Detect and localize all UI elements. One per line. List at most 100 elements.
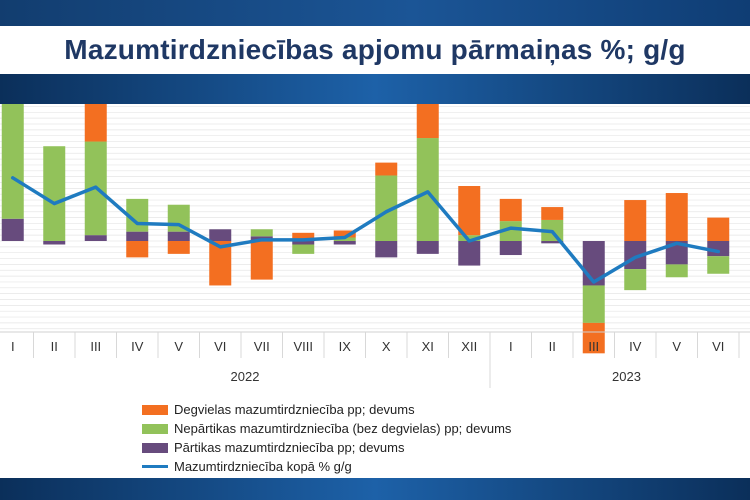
category-tick-label: V (672, 339, 681, 354)
bar-segment (624, 200, 647, 241)
bar-segment (167, 231, 190, 241)
legend-label: Mazumtirdzniecība kopā % g/g (174, 459, 352, 474)
total-line-point (177, 223, 181, 227)
category-tick-label: II (51, 339, 58, 354)
bar-segment (333, 241, 356, 245)
category-tick-label: VIII (293, 339, 313, 354)
legend-swatch (142, 465, 168, 468)
bar-segment (1, 91, 24, 219)
total-line-point (592, 280, 596, 284)
bar-segment (416, 241, 439, 254)
bar-segment (375, 175, 398, 241)
total-line-point (94, 185, 98, 189)
bar-segment (375, 241, 398, 258)
bar-segment (458, 235, 481, 241)
legend-label: Degvielas mazumtirdzniecība pp; devums (174, 402, 415, 417)
bar-segment (541, 241, 564, 244)
bar-segment (84, 235, 107, 241)
chart-panel: I II III IV V VI VII VIII IX X XI XII I II III IV V VI 202… (0, 83, 750, 478)
category-tick-label: IV (629, 339, 642, 354)
bar-segment (375, 162, 398, 176)
category-tick-label: V (174, 339, 183, 354)
category-tick-label: XII (461, 339, 477, 354)
category-tick-label: I (11, 339, 15, 354)
legend-label: Nepārtikas mazumtirdzniecība (bez degvie… (174, 421, 512, 436)
bar-segment (292, 232, 315, 241)
bar-segment (333, 237, 356, 241)
bar-segment (1, 218, 24, 241)
total-line-point (716, 250, 720, 254)
legend-swatch (142, 442, 168, 453)
bar-segment (665, 193, 688, 241)
bar-segment (624, 269, 647, 291)
legend-swatch (142, 404, 168, 415)
bar-segment (84, 84, 107, 142)
bar-segment (126, 231, 149, 241)
bar-segment (582, 322, 605, 354)
category-tick-label: II (549, 339, 556, 354)
total-line-point (343, 235, 347, 239)
bar-segment (707, 217, 730, 241)
bar-segment (541, 207, 564, 220)
bar-segment (582, 285, 605, 323)
total-line-point (384, 210, 388, 214)
legend-item: Nepārtikas mazumtirdzniecība (bez degvie… (142, 419, 511, 438)
legend-item: Mazumtirdzniecība kopā % g/g (142, 457, 511, 476)
bar-segment (333, 230, 356, 238)
legend-swatch (142, 423, 168, 434)
bar-segment (416, 98, 439, 139)
total-line-point (135, 221, 139, 225)
page-title: Mazumtirdzniecības apjomu pārmaiņas %; g… (64, 34, 686, 65)
total-line (11, 176, 720, 284)
category-tick-label: IX (339, 339, 352, 354)
category-tick-label: X (382, 339, 391, 354)
legend-label: Pārtikas mazumtirdzniecība pp; devums (174, 440, 405, 455)
bar-segment (167, 241, 190, 254)
bar-segment (250, 229, 273, 237)
bar-segment (458, 186, 481, 236)
year-group-label: 2023 (612, 369, 641, 384)
bar-segment (126, 241, 149, 258)
bar-segment (209, 241, 232, 286)
category-tick-label: VI (712, 339, 724, 354)
total-line-point (509, 226, 513, 230)
total-line-point (633, 255, 637, 259)
category-tick-label: III (90, 339, 101, 354)
bar-segment (665, 264, 688, 278)
bar-segment (499, 241, 522, 256)
category-tick-label: III (588, 339, 599, 354)
bar-segment (458, 241, 481, 266)
top-banner (0, 0, 750, 26)
total-line-point (301, 238, 305, 242)
category-tick-label: IV (131, 339, 144, 354)
category-tick-label: VI (214, 339, 226, 354)
bar-segment (707, 256, 730, 274)
bar-segment (292, 241, 315, 245)
chart-legend: Degvielas mazumtirdzniecība pp; devums Ne… (142, 400, 511, 476)
category-tick-label: VII (254, 339, 270, 354)
bar-segment (499, 221, 522, 241)
year-group-label: 2022 (231, 369, 260, 384)
legend-item: Pārtikas mazumtirdzniecība pp; devums (142, 438, 511, 457)
bar-segment (707, 241, 730, 257)
bar-segment (499, 198, 522, 222)
bar-segment (292, 244, 315, 254)
total-line-point (467, 239, 471, 243)
total-line-point (11, 176, 15, 180)
bar-segment (43, 241, 66, 245)
bottom-banner (0, 478, 750, 500)
legend-item: Degvielas mazumtirdzniecība pp; devums (142, 400, 511, 419)
total-line-point (218, 245, 222, 249)
bar-segment (43, 146, 66, 241)
chart-svg: I II III IV V VI VII VIII IX X XI XII I II III IV V VI202… (0, 83, 750, 388)
title-bar: Mazumtirdzniecības apjomu pārmaiņas %; g… (0, 26, 750, 74)
bar-segment (209, 229, 232, 241)
total-line-point (260, 238, 264, 242)
total-line-point (52, 202, 56, 206)
total-line-point (675, 241, 679, 245)
category-tick-label: I (509, 339, 513, 354)
category-tick-label: XI (422, 339, 434, 354)
bar-segment (250, 241, 273, 280)
total-line-point (550, 230, 554, 234)
total-line-point (426, 190, 430, 194)
